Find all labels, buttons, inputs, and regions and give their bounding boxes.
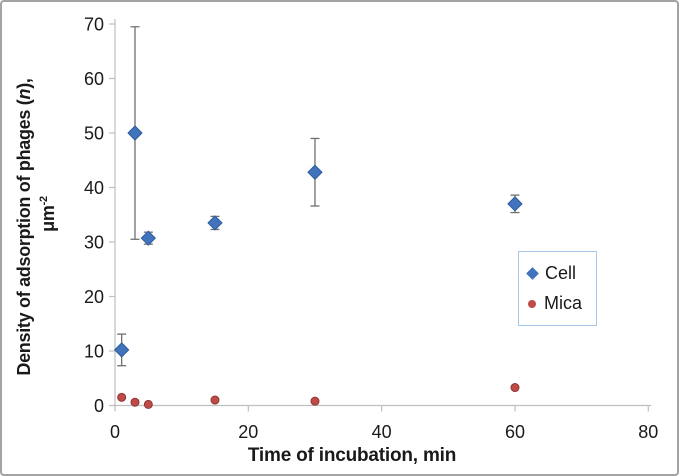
y-axis-unit-exponent: -2 [38,196,50,206]
y-axis-unit: μm-2 [38,154,60,274]
y-axis-unit-base: μm [38,205,58,232]
legend-item-cell: Cell [526,263,596,284]
svg-text:20: 20 [84,287,104,307]
mica-circle-icon [528,299,536,308]
svg-text:40: 40 [372,422,392,442]
svg-text:60: 60 [84,69,104,89]
legend-item-mica: Mica [528,293,596,314]
legend: Cell Mica [518,251,597,326]
svg-text:80: 80 [638,422,658,442]
svg-text:20: 20 [238,422,258,442]
y-axis-title-variable: n [14,88,34,100]
legend-label-mica: Mica [544,293,583,313]
svg-text:30: 30 [84,233,104,253]
svg-text:0: 0 [94,396,104,416]
svg-text:40: 40 [84,178,104,198]
x-axis-title: Time of incubation, min [247,445,457,466]
svg-text:70: 70 [84,15,104,35]
y-axis-title-suffix: ), [14,78,34,89]
svg-text:50: 50 [84,124,104,144]
svg-text:10: 10 [84,342,104,362]
svg-text:60: 60 [505,422,525,442]
svg-text:0: 0 [110,422,120,442]
y-axis-title: Density of adsorption of phages (n), [14,7,36,447]
y-axis-title-text: Density of adsorption of phages ( [14,99,34,376]
legend-label-cell: Cell [545,263,577,283]
cell-diamond-icon [526,267,539,280]
